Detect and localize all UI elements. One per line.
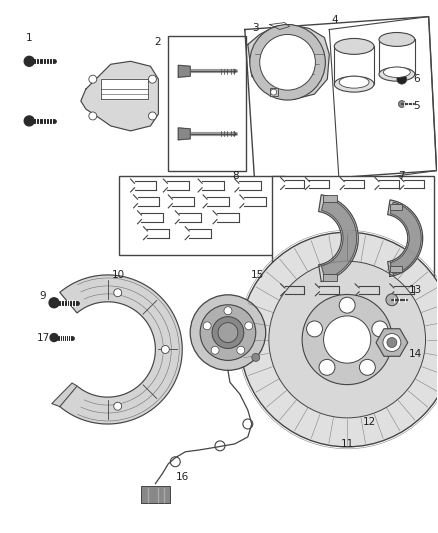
Circle shape [24,116,34,126]
Circle shape [224,307,232,314]
Ellipse shape [339,76,369,88]
Circle shape [386,294,398,306]
Circle shape [89,112,97,120]
Circle shape [383,334,401,351]
Ellipse shape [379,33,415,46]
Bar [141,486,170,504]
Circle shape [24,56,34,66]
Circle shape [397,74,407,84]
Circle shape [114,402,122,410]
Text: 4: 4 [331,14,338,25]
Circle shape [212,317,244,349]
Text: 8: 8 [233,171,239,181]
Ellipse shape [379,67,415,81]
Circle shape [398,101,405,108]
Circle shape [200,305,256,360]
Text: 6: 6 [413,74,420,84]
Polygon shape [390,202,421,274]
Circle shape [271,89,277,95]
Polygon shape [248,25,329,99]
Text: 17: 17 [36,333,50,343]
Circle shape [218,322,238,343]
Circle shape [203,322,211,330]
Circle shape [339,297,355,313]
Circle shape [211,346,219,354]
Ellipse shape [334,76,374,92]
Text: 9: 9 [40,291,46,301]
Circle shape [114,289,122,297]
Polygon shape [52,383,77,407]
Text: 12: 12 [362,417,376,427]
Circle shape [260,35,315,90]
Circle shape [161,345,170,353]
Polygon shape [81,61,159,131]
Bar [323,196,337,202]
Circle shape [372,321,388,337]
Bar [390,266,402,272]
Circle shape [250,25,325,100]
Circle shape [89,75,97,83]
Polygon shape [101,79,148,99]
Polygon shape [178,65,190,77]
Text: 15: 15 [251,270,265,280]
Circle shape [237,346,245,354]
Text: 14: 14 [409,350,422,359]
Circle shape [49,298,59,308]
Circle shape [245,322,253,330]
Polygon shape [388,200,423,277]
Circle shape [269,261,426,418]
Ellipse shape [383,67,410,77]
Bar [272,175,434,300]
Circle shape [360,359,375,375]
Circle shape [148,112,156,120]
Circle shape [324,316,371,363]
Text: 13: 13 [409,285,422,295]
Circle shape [240,232,438,447]
Polygon shape [318,195,358,281]
Bar [119,175,285,255]
Bar [390,204,402,210]
Text: 3: 3 [252,22,259,33]
Text: 10: 10 [112,270,125,280]
Bar [323,274,337,281]
Circle shape [319,359,335,375]
Polygon shape [178,128,190,140]
Circle shape [387,337,397,348]
Circle shape [190,295,266,370]
Polygon shape [60,275,182,424]
Circle shape [252,353,260,361]
Circle shape [50,334,58,342]
Text: 11: 11 [341,439,354,449]
Polygon shape [321,197,357,279]
Text: 1: 1 [26,34,32,44]
Ellipse shape [334,38,374,54]
Circle shape [302,294,392,385]
Circle shape [148,75,156,83]
Bar [168,36,246,171]
Text: 16: 16 [176,472,189,482]
Text: 7: 7 [399,171,405,181]
Text: 2: 2 [154,37,161,47]
Text: 5: 5 [413,101,420,111]
Polygon shape [270,88,278,96]
Circle shape [307,321,322,337]
